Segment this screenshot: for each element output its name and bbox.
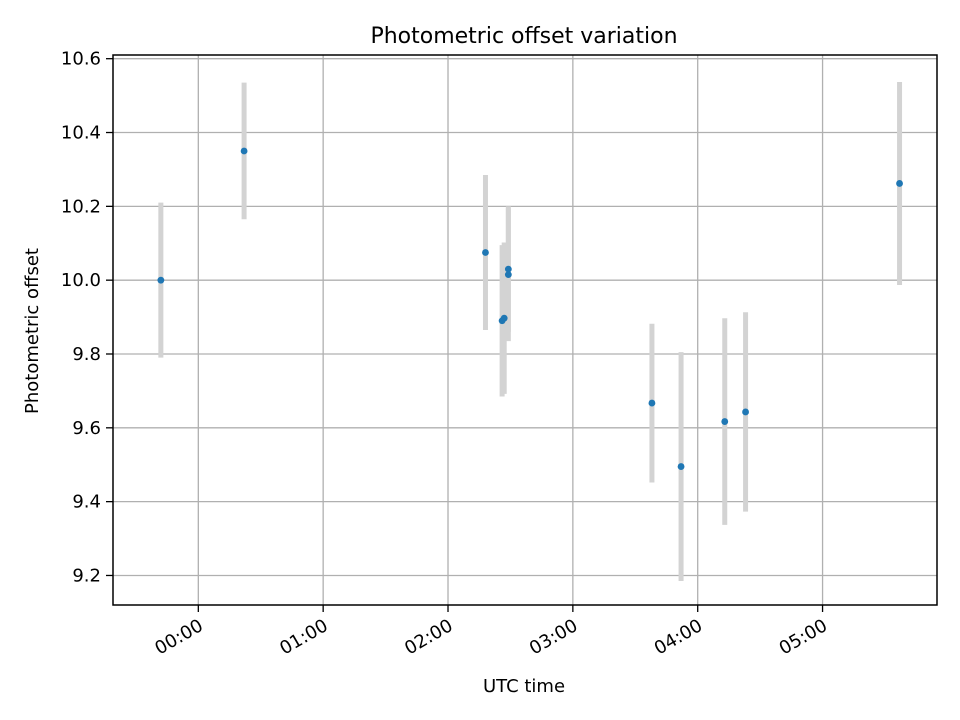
data-point bbox=[500, 314, 508, 322]
y-tick-label: 10.4 bbox=[61, 123, 101, 144]
y-axis-ticks: 9.2 9.4 9.6 9.8 10.0 10.2 10.4 10.6 bbox=[61, 49, 113, 586]
data-point bbox=[504, 265, 512, 273]
data-point bbox=[240, 147, 248, 155]
data-points bbox=[157, 147, 903, 470]
data-point bbox=[677, 463, 685, 470]
data-point bbox=[504, 271, 512, 279]
y-tick-label: 9.6 bbox=[72, 418, 101, 439]
y-tick-label: 9.8 bbox=[72, 344, 101, 365]
data-point bbox=[896, 180, 903, 187]
y-axis-label: Photometric offset bbox=[22, 248, 43, 414]
plot-frame bbox=[112, 54, 938, 606]
y-tick-label: 10.2 bbox=[61, 196, 101, 217]
data-point bbox=[721, 418, 729, 425]
data-point bbox=[648, 399, 656, 407]
y-tick-label: 9.2 bbox=[72, 565, 101, 586]
y-tick-label: 9.4 bbox=[72, 492, 101, 513]
data-point bbox=[482, 249, 489, 256]
data-point bbox=[742, 408, 749, 416]
chart-title: Photometric offset variation bbox=[370, 24, 677, 49]
y-tick-label: 10.6 bbox=[61, 49, 101, 70]
grid-lines bbox=[113, 55, 937, 605]
y-tick-label: 10.0 bbox=[61, 270, 101, 291]
data-point bbox=[157, 276, 165, 284]
x-axis-label: UTC time bbox=[483, 676, 565, 697]
